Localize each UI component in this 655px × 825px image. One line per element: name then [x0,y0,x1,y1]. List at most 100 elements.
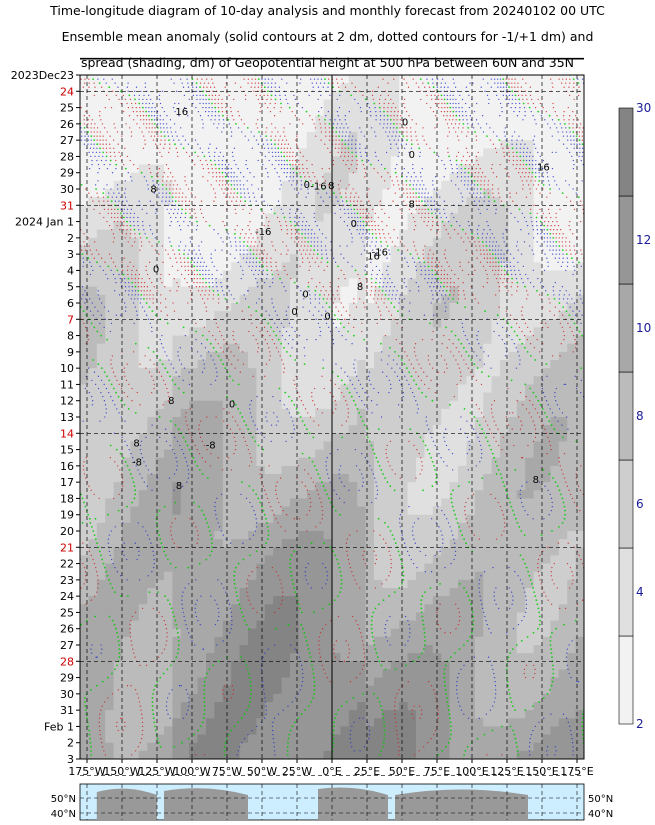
spread-cell [306,620,316,630]
spread-cell [525,441,535,451]
spread-cell [96,148,106,158]
spread-cell [189,123,199,133]
spread-cell [315,433,325,443]
spread-cell [449,83,459,92]
spread-cell [88,270,98,280]
spread-cell [365,408,375,418]
spread-cell [197,571,207,581]
spread-cell [315,579,325,589]
spread-cell [374,246,383,255]
spread-cell [374,579,383,589]
spread-cell [290,132,299,141]
spread-cell [390,506,400,516]
spread-cell [264,693,274,703]
spread-cell [222,327,232,337]
spread-cell [281,83,291,92]
spread-cell [189,376,199,386]
spread-cell [348,343,358,353]
spread-cell [424,221,434,231]
spread-cell [332,91,341,101]
spread-cell [382,734,392,744]
spread-cell [315,197,325,206]
spread-cell [281,417,291,426]
spread-cell [290,417,299,426]
spread-cell [96,653,106,662]
spread-cell [248,661,257,671]
spread-cell [491,734,501,744]
spread-cell [113,522,123,532]
spread-cell [516,718,526,728]
spread-cell [273,123,283,133]
spread-cell [550,539,560,548]
spread-cell [332,653,341,662]
spread-cell [508,547,518,557]
spread-cell [441,132,451,141]
spread-cell [206,702,215,711]
spread-cell [399,742,409,752]
spread-cell [416,132,425,141]
spread-cell [138,734,148,744]
spread-cell [340,123,350,133]
spread-cell [222,286,232,296]
spread-cell [323,246,333,255]
spread-cell [172,685,182,695]
spread-cell [525,75,535,84]
spread-cell [197,742,207,752]
spread-cell [248,620,257,630]
spread-cell [382,205,392,215]
spread-cell [365,604,375,614]
spread-cell [550,669,560,679]
spread-cell [264,702,274,711]
spread-cell [138,555,148,565]
spread-cell [315,677,325,687]
spread-cell [138,750,148,759]
spread-cell [348,685,358,695]
spread-cell [525,140,535,149]
spread-cell [172,246,182,255]
spread-cell [458,547,467,557]
spread-cell [273,734,283,744]
spread-cell [315,246,325,255]
spread-cell [298,620,308,630]
spread-cell [550,482,560,491]
spread-cell [558,702,568,711]
spread-cell [214,506,224,516]
spread-cell [155,221,165,231]
spread-cell [147,433,157,443]
spread-cell [491,189,501,198]
spread-cell [432,384,442,394]
spread-cell [458,612,467,622]
spread-cell [575,107,584,117]
spread-cell [340,677,350,687]
spread-cell [172,425,182,434]
spread-cell [508,384,518,394]
spread-cell [214,254,224,263]
spread-cell [399,579,409,589]
spread-cell [323,123,333,133]
spread-cell [432,441,442,451]
spread-cell [315,229,325,239]
spread-cell [332,246,341,255]
spread-cell [491,384,501,394]
spread-cell [516,197,526,206]
spread-cell [189,213,199,223]
spread-cell [390,172,400,182]
spread-cell [340,360,350,369]
spread-cell [164,343,173,353]
spread-cell [441,417,451,426]
spread-cell [197,351,207,361]
spread-cell [416,702,425,711]
spread-cell [424,693,434,703]
spread-cell [306,425,316,434]
spread-cell [340,522,350,532]
spread-cell [214,75,224,84]
spread-cell [432,425,442,434]
spread-cell [525,661,535,671]
spread-cell [256,628,266,638]
spread-cell [88,588,98,597]
spread-cell [231,636,241,646]
spread-cell [189,392,199,402]
spread-cell [281,400,291,410]
spread-cell [323,620,333,630]
spread-cell [105,433,115,443]
